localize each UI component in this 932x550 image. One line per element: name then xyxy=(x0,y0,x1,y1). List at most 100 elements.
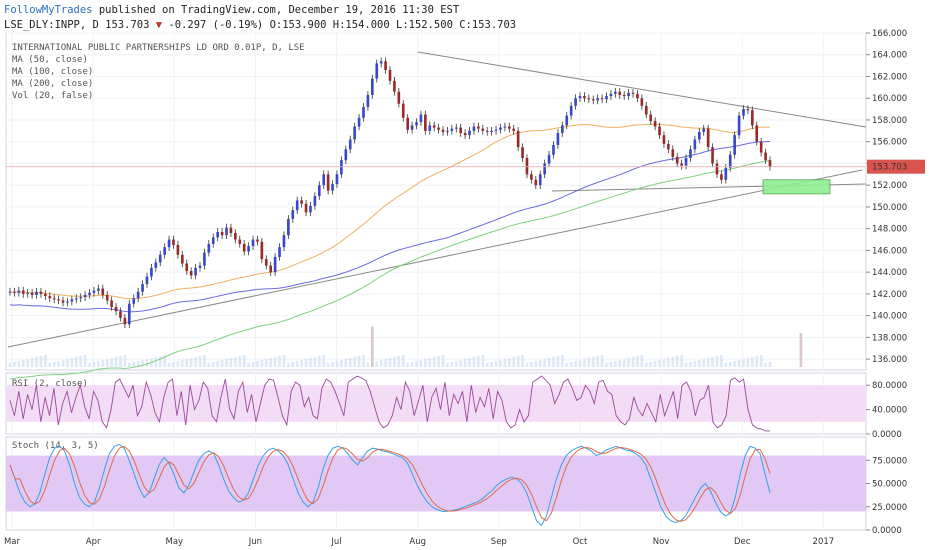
candle-body xyxy=(428,125,432,131)
candle-body xyxy=(711,147,714,164)
volume-bar xyxy=(649,362,653,367)
volume-bar xyxy=(97,361,100,367)
candle-body xyxy=(256,239,259,242)
volume-spike-bar xyxy=(371,326,374,367)
volume-bar xyxy=(366,363,370,367)
candle-body xyxy=(667,143,670,150)
volume-bar xyxy=(229,358,233,367)
legend-entry: MA (200, close) xyxy=(12,79,93,89)
volume-bar xyxy=(424,359,427,367)
candle-body xyxy=(145,276,149,285)
candle-body xyxy=(242,243,246,252)
volume-bar xyxy=(269,358,273,367)
candle-body xyxy=(26,292,29,294)
rsi-band xyxy=(6,385,866,422)
candle-body xyxy=(189,271,193,276)
volume-bar xyxy=(207,363,211,367)
candle-body xyxy=(561,125,564,134)
change-text: -0.297 (-0.19%) xyxy=(168,19,264,31)
candle-body xyxy=(472,126,476,131)
volume-spike-bar xyxy=(799,333,803,367)
candle-body xyxy=(326,174,330,191)
volume-bar xyxy=(499,360,502,367)
volume-bar xyxy=(609,362,613,367)
volume-bar xyxy=(485,363,489,367)
candle-body xyxy=(167,239,171,248)
y-tick-label: 144.000 xyxy=(872,268,907,278)
candle-body xyxy=(596,98,599,101)
volume-bar xyxy=(66,359,69,367)
candle-body xyxy=(614,91,617,94)
candle-body xyxy=(569,105,573,116)
volume-bar xyxy=(322,355,326,367)
candle-body xyxy=(203,252,206,266)
candle-body xyxy=(317,185,321,197)
stoch-title: Stoch (14, 3, 5) xyxy=(12,441,99,451)
volume-bar xyxy=(203,355,206,367)
volume-bar xyxy=(653,361,657,367)
x-tick-label: Apr xyxy=(86,537,101,547)
candle-body xyxy=(591,99,595,101)
volume-bar xyxy=(48,363,52,367)
price-text: 153.703 xyxy=(105,19,150,31)
candle-body xyxy=(662,135,666,144)
volume-bar xyxy=(494,361,498,367)
candle-body xyxy=(715,163,719,175)
candle-body xyxy=(291,210,295,219)
candle-body xyxy=(490,130,493,132)
candle-body xyxy=(406,117,409,130)
volume-bar xyxy=(167,363,171,367)
volume-bar xyxy=(441,355,445,367)
candle-body xyxy=(295,200,299,211)
candle-body xyxy=(176,244,180,255)
candle-body xyxy=(340,160,343,175)
volume-bar xyxy=(534,361,538,367)
volume-bar xyxy=(733,361,736,367)
volume-bar xyxy=(667,358,670,367)
volume-bar xyxy=(459,360,463,367)
candle-body xyxy=(375,63,379,79)
volume-bar xyxy=(751,357,754,367)
volume-bar xyxy=(136,361,140,367)
volume-bar xyxy=(256,361,259,367)
volume-bar xyxy=(693,361,697,367)
volume-bar xyxy=(640,355,644,367)
volume-bar xyxy=(530,362,533,367)
candle-body xyxy=(459,127,463,134)
candle-body xyxy=(92,290,96,293)
candle-body xyxy=(70,299,74,302)
candle-body xyxy=(335,174,339,185)
brand-link[interactable]: FollowMyTrades xyxy=(4,4,93,16)
y-tick-label: 160.000 xyxy=(872,94,907,104)
candle-body xyxy=(48,296,52,299)
volume-bar xyxy=(331,362,334,367)
candle-body xyxy=(578,96,582,99)
volume-bar xyxy=(357,356,361,367)
candle-body xyxy=(477,126,480,129)
stoch-tick-label: 0.0000 xyxy=(872,526,902,536)
volume-bar xyxy=(234,357,237,367)
candle-body xyxy=(751,110,754,126)
y-tick-label: 136.000 xyxy=(872,355,907,365)
volume-bar xyxy=(300,360,303,367)
candle-body xyxy=(229,227,233,234)
candle-body xyxy=(66,301,69,303)
candle-body xyxy=(737,115,741,136)
candle-body xyxy=(636,93,639,99)
volume-bar xyxy=(313,357,317,367)
candle-body xyxy=(574,98,577,106)
candle-body xyxy=(198,265,202,268)
candle-body xyxy=(39,291,43,294)
volume-bar xyxy=(768,362,772,367)
y-tick-label: 148.000 xyxy=(872,225,907,235)
candle-body xyxy=(534,179,538,186)
candle-body xyxy=(415,122,418,126)
volume-bar xyxy=(163,355,166,367)
candle-body xyxy=(618,91,622,95)
candle-body xyxy=(552,144,555,155)
candle-body xyxy=(658,126,661,136)
volume-bar xyxy=(348,358,352,367)
candle-body xyxy=(547,154,551,164)
volume-bar xyxy=(110,358,113,367)
